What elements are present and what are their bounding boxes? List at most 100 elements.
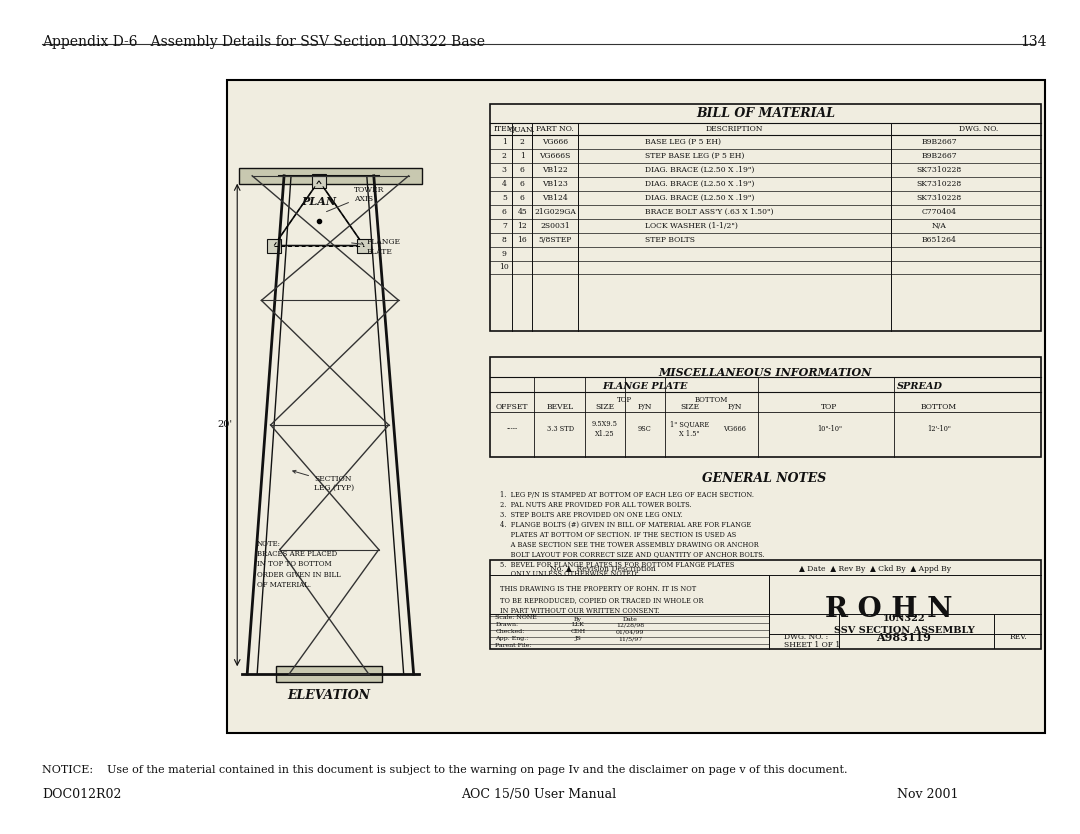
Text: B9B2667: B9B2667	[921, 138, 957, 146]
Text: BASE LEG (P 5 EH): BASE LEG (P 5 EH)	[645, 138, 720, 146]
Text: AOC 15/50 User Manual: AOC 15/50 User Manual	[461, 788, 616, 801]
Text: 16: 16	[517, 235, 527, 244]
Text: A983119: A983119	[877, 632, 931, 643]
Bar	[490, 560, 1040, 649]
Text: PART NO.: PART NO.	[537, 125, 575, 133]
Text: 12'-10": 12'-10"	[927, 425, 950, 433]
Text: PLATES AT BOTTOM OF SECTION. IF THE SECTION IS USED AS: PLATES AT BOTTOM OF SECTION. IF THE SECT…	[500, 530, 737, 539]
Text: BEVEL: BEVEL	[546, 403, 573, 411]
Text: Parent File:: Parent File:	[496, 643, 531, 648]
Bar	[239, 168, 421, 183]
Text: No. ▲  Revision Description: No. ▲ Revision Description	[550, 565, 656, 574]
Text: TOWER
AXIS: TOWER AXIS	[326, 185, 384, 212]
Text: 2.  PAL NUTS ARE PROVIDED FOR ALL TOWER BOLTS.: 2. PAL NUTS ARE PROVIDED FOR ALL TOWER B…	[500, 500, 692, 509]
Text: 9: 9	[502, 249, 507, 258]
Text: Scale: NONE: Scale: NONE	[496, 615, 537, 620]
Text: 10N322
SSV SECTION ASSEMBLY: 10N322 SSV SECTION ASSEMBLY	[834, 614, 974, 635]
Text: DESCRIPTION: DESCRIPTION	[706, 125, 764, 133]
Text: TOP: TOP	[821, 403, 837, 411]
Text: VG666: VG666	[542, 138, 568, 146]
Bar	[490, 357, 1040, 457]
Text: N/A: N/A	[931, 222, 946, 229]
Text: 10"-10": 10"-10"	[816, 425, 841, 433]
Text: SK7310228: SK7310228	[916, 166, 961, 173]
Text: Drawn:: Drawn:	[496, 622, 518, 627]
Text: ▲ Date  ▲ Rev By  ▲ Ckd By  ▲ Appd By: ▲ Date ▲ Rev By ▲ Ckd By ▲ Appd By	[799, 565, 951, 574]
Text: SK7310228: SK7310228	[916, 180, 961, 188]
Text: NOTE:
BRACES ARE PLACED
IN TOP TO BOTTOM
ORDER GIVEN IN BILL
OF MATERIAL.: NOTE: BRACES ARE PLACED IN TOP TO BOTTOM…	[257, 540, 341, 589]
Text: Appendix D-6   Assembly Details for SSV Section 10N322 Base: Appendix D-6 Assembly Details for SSV Se…	[42, 35, 485, 49]
Text: VB124: VB124	[542, 193, 568, 202]
Text: FLANGE
PLATE: FLANGE PLATE	[352, 239, 401, 255]
Text: DIAG. BRACE (L2.50 X .19"): DIAG. BRACE (L2.50 X .19")	[645, 166, 754, 173]
Text: 1: 1	[502, 138, 507, 146]
Text: SIZE: SIZE	[595, 403, 615, 411]
Text: 12: 12	[517, 222, 527, 229]
Text: STEP BOLTS: STEP BOLTS	[645, 235, 694, 244]
Text: OFFSET: OFFSET	[496, 403, 528, 411]
Text: 2: 2	[502, 152, 507, 160]
Text: 01/04/99: 01/04/99	[616, 630, 644, 635]
Text: By: By	[575, 617, 582, 622]
Text: BRACE BOLT ASS'Y (.63 X 1.50"): BRACE BOLT ASS'Y (.63 X 1.50")	[645, 208, 773, 216]
Bar	[227, 80, 1044, 733]
Text: B9B2667: B9B2667	[921, 152, 957, 160]
Text: -----: -----	[507, 425, 518, 433]
Text: SK7310228: SK7310228	[916, 193, 961, 202]
Text: 3.3 STD: 3.3 STD	[546, 425, 573, 433]
Text: PLAN: PLAN	[301, 196, 337, 207]
Text: FLANGE PLATE: FLANGE PLATE	[602, 382, 687, 390]
Text: Date: Date	[622, 617, 637, 622]
Text: 5/8STEP: 5/8STEP	[539, 235, 572, 244]
Text: TOP: TOP	[618, 396, 633, 404]
Text: 12/28/98: 12/28/98	[616, 622, 644, 627]
Text: JS: JS	[575, 636, 581, 641]
Text: ITEM: ITEM	[494, 125, 515, 133]
Text: REV.: REV.	[1010, 633, 1027, 641]
Text: DIAG. BRACE (L2.50 X .19"): DIAG. BRACE (L2.50 X .19")	[645, 193, 754, 202]
Text: C770404: C770404	[921, 208, 957, 216]
Text: 10: 10	[499, 264, 509, 272]
Text: 3.  STEP BOLTS ARE PROVIDED ON ONE LEG ONLY.: 3. STEP BOLTS ARE PROVIDED ON ONE LEG ON…	[500, 510, 684, 519]
Text: 1" SQUARE
X 1.5": 1" SQUARE X 1.5"	[670, 420, 710, 438]
Text: 134: 134	[1020, 35, 1047, 49]
Text: ONLY UNLESS OTHERWISE NOTED.: ONLY UNLESS OTHERWISE NOTED.	[500, 570, 639, 579]
Text: 2: 2	[519, 138, 525, 146]
Text: DOC012R02: DOC012R02	[42, 788, 121, 801]
Text: GENERAL NOTES: GENERAL NOTES	[702, 472, 826, 485]
Text: 6: 6	[519, 166, 525, 173]
Text: 7: 7	[502, 222, 507, 229]
Text: QUAN.: QUAN.	[509, 125, 536, 133]
Text: 6: 6	[519, 180, 525, 188]
Text: VG666: VG666	[724, 425, 746, 433]
Text: BILL OF MATERIAL: BILL OF MATERIAL	[696, 108, 835, 120]
Text: 21G029GA: 21G029GA	[535, 208, 576, 216]
Text: 1.  LEG P/N IS STAMPED AT BOTTOM OF EACH LEG OF EACH SECTION.: 1. LEG P/N IS STAMPED AT BOTTOM OF EACH …	[500, 490, 754, 499]
Text: SHEET 1 OF 1: SHEET 1 OF 1	[784, 641, 840, 649]
Text: 45: 45	[517, 208, 527, 216]
Text: R O H N: R O H N	[825, 595, 953, 623]
Text: SIZE: SIZE	[680, 403, 699, 411]
Text: SECTION
LEG (TYP): SECTION LEG (TYP)	[293, 470, 354, 492]
Text: DWG. NO.: DWG. NO.	[959, 125, 998, 133]
Bar	[267, 239, 281, 253]
Text: SPREAD: SPREAD	[896, 382, 943, 390]
Text: 9SC: 9SC	[638, 425, 651, 433]
Text: 6: 6	[519, 193, 525, 202]
Text: 4.  FLANGE BOLTS (#) GIVEN IN BILL OF MATERIAL ARE FOR FLANGE: 4. FLANGE BOLTS (#) GIVEN IN BILL OF MAT…	[500, 520, 752, 529]
Text: DWG. NO. :: DWG. NO. :	[784, 633, 828, 641]
Text: VG666S: VG666S	[540, 152, 571, 160]
Text: 5: 5	[502, 193, 507, 202]
Text: VB123: VB123	[542, 180, 568, 188]
Text: 6: 6	[502, 208, 507, 216]
Text: 20': 20'	[217, 420, 232, 430]
Text: Nov 2001: Nov 2001	[897, 788, 959, 801]
Text: LOCK WASHER (1-1/2"): LOCK WASHER (1-1/2")	[645, 222, 738, 229]
Text: A BASE SECTION SEE THE TOWER ASSEMBLY DRAWING OR ANCHOR: A BASE SECTION SEE THE TOWER ASSEMBLY DR…	[500, 540, 759, 549]
Text: VB122: VB122	[542, 166, 568, 173]
Bar	[312, 173, 326, 188]
Text: NOTICE:    Use of the material contained in this document is subject to the warn: NOTICE: Use of the material contained in…	[42, 765, 848, 775]
Text: STEP BASE LEG (P 5 EH): STEP BASE LEG (P 5 EH)	[645, 152, 744, 160]
Text: 9.5X9.5
X1.25: 9.5X9.5 X1.25	[592, 420, 618, 438]
Text: BOLT LAYOUT FOR CORRECT SIZE AND QUANTITY OF ANCHOR BOLTS.: BOLT LAYOUT FOR CORRECT SIZE AND QUANTIT…	[500, 550, 765, 559]
